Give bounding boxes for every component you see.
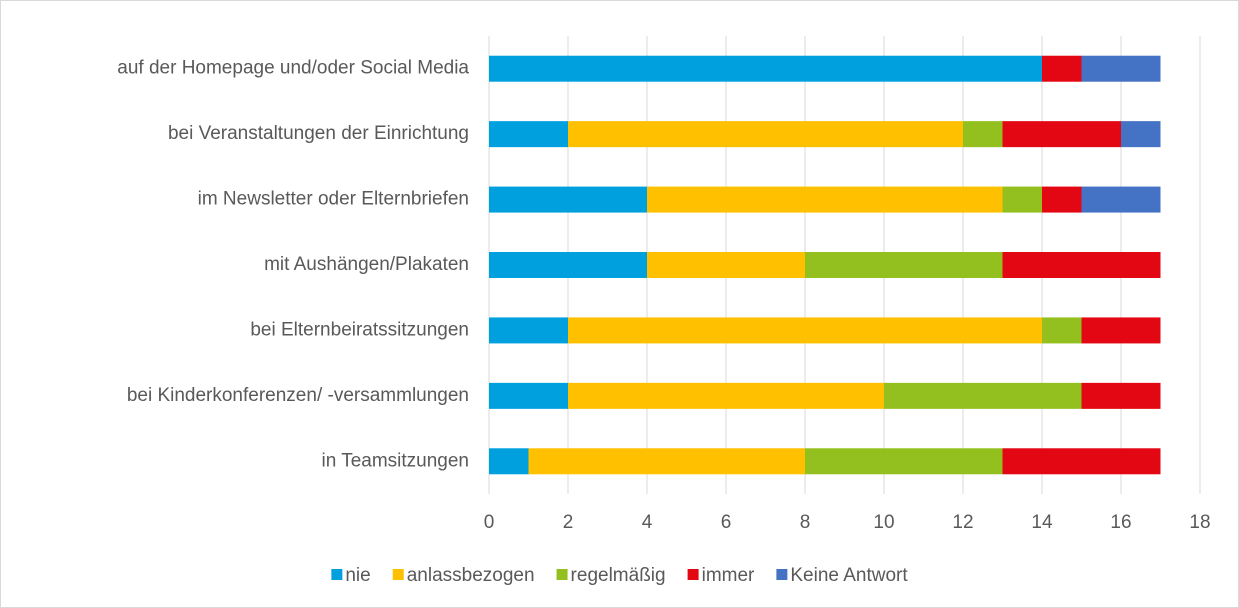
y-tick-label: auf der Homepage und/oder Social Media xyxy=(117,58,469,79)
x-tick-label: 6 xyxy=(721,512,732,533)
bar-segment xyxy=(884,382,1082,409)
x-tick-label: 16 xyxy=(1110,512,1131,533)
legend-swatch xyxy=(687,569,699,580)
legend-swatch xyxy=(331,569,343,580)
bar-segment xyxy=(805,448,1003,475)
bar-segment xyxy=(1081,317,1161,344)
bar-segment xyxy=(647,186,1003,213)
y-tick-label: bei Kinderkonferenzen/ -versammlungen xyxy=(127,385,469,406)
bar-segment xyxy=(1002,252,1161,278)
bar-segment xyxy=(805,252,1003,278)
bar-segment xyxy=(528,448,805,475)
bar-segment xyxy=(489,382,568,409)
legend-swatch xyxy=(556,569,568,580)
x-tick-label: 4 xyxy=(642,512,653,533)
bar-segment xyxy=(1081,382,1161,409)
x-tick-label: 8 xyxy=(800,512,811,533)
y-tick-label: mit Aushängen/Plakaten xyxy=(264,254,469,275)
bar-segment xyxy=(1121,121,1161,148)
x-tick-label: 0 xyxy=(484,512,495,533)
legend-label: regelmäßig xyxy=(571,565,666,586)
x-tick-label: 12 xyxy=(952,512,973,533)
legend-swatch xyxy=(776,569,788,580)
x-tick-label: 10 xyxy=(873,512,894,533)
bar-segment xyxy=(1042,55,1082,82)
bar-segment xyxy=(1042,186,1082,213)
bar-segment xyxy=(489,55,1042,82)
legend-label: Keine Antwort xyxy=(790,565,908,586)
y-tick-label: in Teamsitzungen xyxy=(321,450,469,471)
bar-segment xyxy=(489,121,568,148)
bar-segment xyxy=(568,317,1042,344)
legend-label: nie xyxy=(345,565,370,586)
bar-segment xyxy=(568,121,963,148)
y-tick-label: bei Veranstaltungen der Einrichtung xyxy=(168,123,469,144)
legend-label: anlassbezogen xyxy=(407,565,535,586)
x-tick-label: 14 xyxy=(1031,512,1053,533)
y-tick-label: bei Elternbeiratssitzungen xyxy=(250,319,469,340)
x-tick-label: 18 xyxy=(1189,512,1210,533)
legend-label: immer xyxy=(702,565,755,586)
y-tick-label: im Newsletter oder Elternbriefen xyxy=(198,189,469,210)
bar-segment xyxy=(489,252,647,278)
bar-segment xyxy=(489,448,529,475)
bar-segment xyxy=(1042,317,1082,344)
bar-segment xyxy=(1081,55,1161,82)
bar-segment xyxy=(1002,186,1042,213)
bar-segment xyxy=(489,186,647,213)
bar-segment xyxy=(1002,121,1121,148)
x-tick-label: 2 xyxy=(563,512,574,533)
bar-segment xyxy=(568,382,884,409)
bar-segment xyxy=(489,317,568,344)
bar-segment xyxy=(963,121,1003,148)
bar-segment xyxy=(647,252,805,278)
bar-segment xyxy=(1002,448,1161,475)
bar-segment xyxy=(1081,186,1161,213)
legend-swatch xyxy=(392,569,404,580)
